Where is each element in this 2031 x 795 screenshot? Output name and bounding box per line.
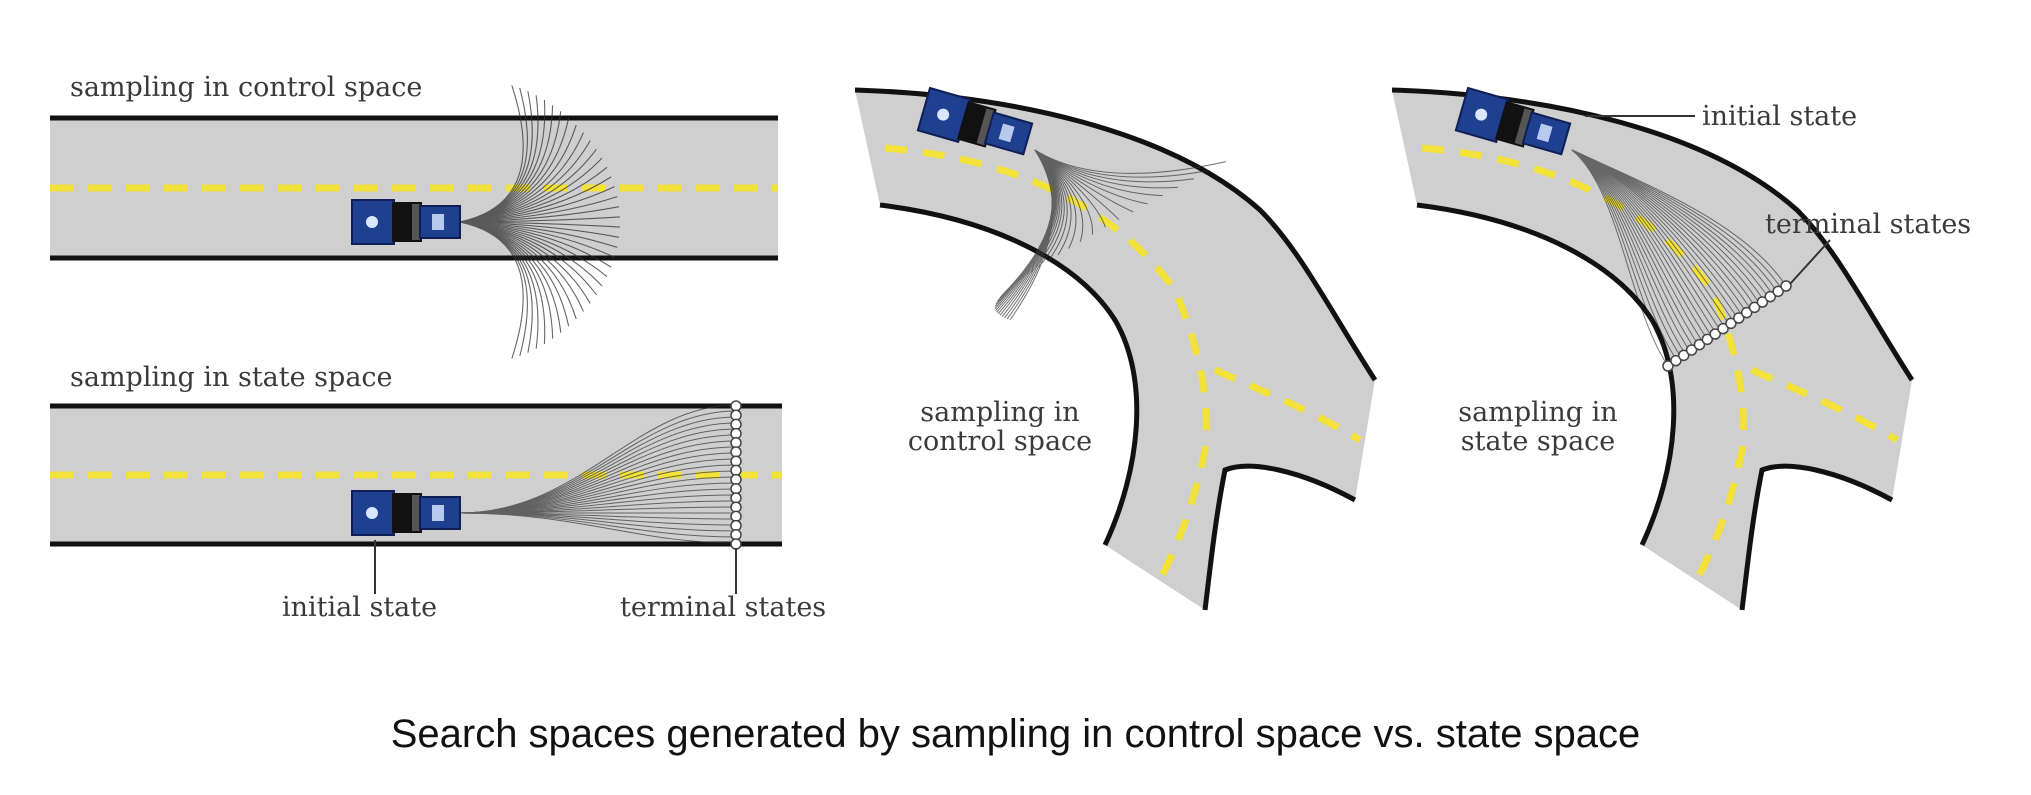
terminal-state-marker [731,539,741,549]
panel-curve-control: sampling in control space [855,88,1375,610]
figure-caption: Search spaces generated by sampling in c… [0,712,2031,757]
panel-curve-state: initial state terminal states sampling i… [1392,88,1971,610]
label-initial-state: initial state [282,592,437,623]
terminal-state-marker [1781,281,1791,291]
label-curve-sampling-in-state: sampling in [1458,397,1617,428]
label-terminal-states: terminal states [620,592,826,623]
label-curve-state-space: state space [1461,426,1616,457]
car-icon [352,200,460,244]
label-sampling-control-space: sampling in control space [70,72,422,103]
road-curve-right [1392,90,1912,610]
car-icon [352,491,460,535]
panel-straight-state: sampling in state space initial state te… [50,362,826,623]
label-curve-sampling-in: sampling in [920,397,1079,428]
label-curve-terminal-states: terminal states [1765,209,1971,240]
label-curve-initial-state: initial state [1702,101,1857,132]
label-sampling-state-space: sampling in state space [70,362,393,393]
road-curve-middle [855,90,1375,610]
panel-straight-control: sampling in control space [50,72,778,359]
label-curve-control-space: control space [908,426,1092,457]
